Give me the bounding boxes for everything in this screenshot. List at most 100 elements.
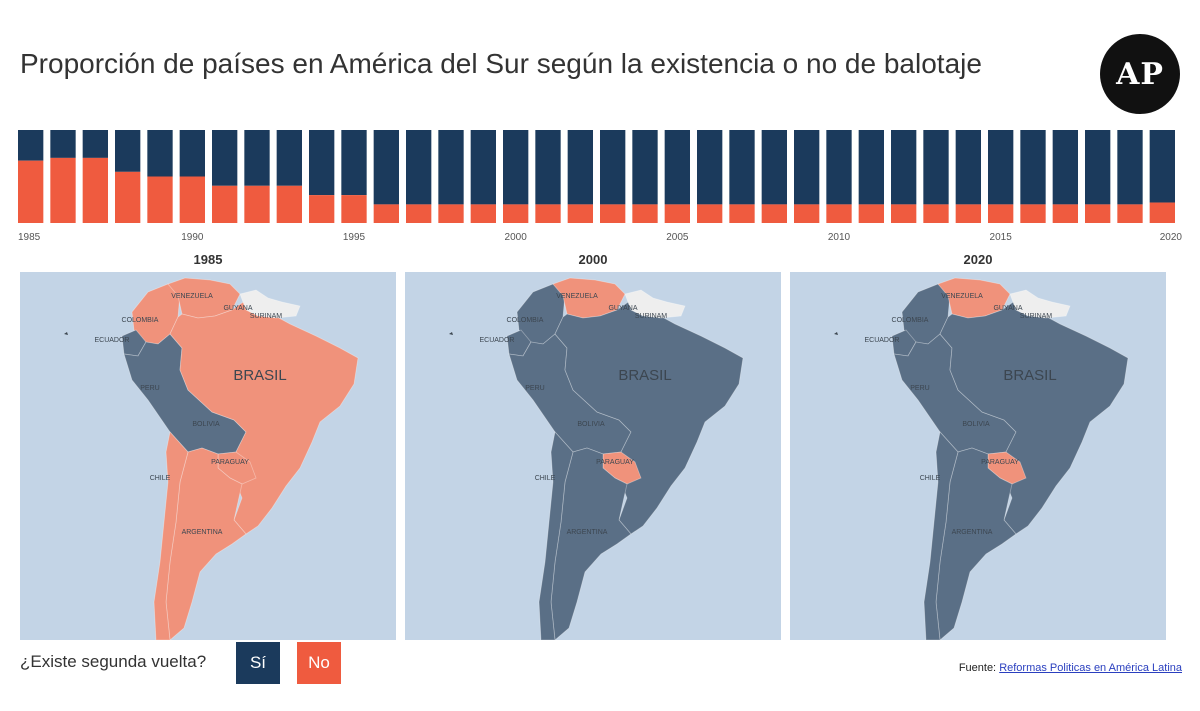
bar-no-1998	[438, 204, 464, 223]
map-label-paraguay: PARAGUAY	[981, 459, 1019, 466]
bar-no-2002	[567, 204, 593, 223]
bar-no-2001	[535, 204, 561, 223]
map-label-brasil: BRASIL	[233, 367, 286, 384]
bar-no-1989	[147, 176, 173, 223]
bar-no-2005	[664, 204, 690, 223]
legend-question: ¿Existe segunda vuelta?	[20, 652, 207, 671]
map-label-ecuador: ECUADOR	[479, 337, 514, 344]
map-label-argentina: ARGENTINA	[567, 529, 608, 536]
bar-si-2018	[1085, 130, 1111, 205]
bar-no-1991	[212, 185, 238, 223]
x-tick-1990: 1990	[181, 232, 204, 243]
bar-no-2019	[1117, 204, 1143, 223]
bar-si-1991	[212, 130, 238, 186]
bar-si-1992	[244, 130, 270, 186]
bar-no-1987	[82, 157, 108, 223]
map-label-chile: CHILE	[535, 475, 556, 482]
map-label-bolivia: BOLIVIA	[962, 421, 990, 428]
bar-si-1998	[438, 130, 464, 205]
bar-si-2015	[988, 130, 1014, 205]
bar-no-2006	[697, 204, 723, 223]
bar-si-2019	[1117, 130, 1143, 205]
bar-si-2016	[1020, 130, 1046, 205]
map-label-ecuador: ECUADOR	[94, 337, 129, 344]
bar-si-2011	[858, 130, 884, 205]
source-prefix: Fuente:	[958, 662, 997, 674]
bar-no-1986	[50, 157, 76, 223]
bar-si-2003	[600, 130, 626, 205]
x-tick-2020: 2020	[1160, 232, 1183, 243]
country-guyana[interactable]	[239, 289, 301, 319]
map-2020[interactable]: VENEZUELA COLOMBIA GUYANA SURINAM ECUADOR BRA…	[790, 272, 1166, 640]
bar-si-2013	[923, 130, 949, 205]
map-label-colombia: COLOMBIA	[892, 317, 929, 324]
x-tick-1985: 1985	[18, 232, 41, 243]
map-label-chile: CHILE	[920, 475, 941, 482]
bar-si-2006	[697, 130, 723, 205]
bar-si-1993	[276, 130, 302, 186]
bar-si-1986	[50, 130, 76, 158]
country-guyana[interactable]	[1009, 289, 1071, 319]
bar-no-2013	[923, 204, 949, 223]
x-tick-2015: 2015	[990, 232, 1013, 243]
bar-no-1993	[276, 185, 302, 223]
bar-si-1994	[309, 130, 335, 196]
country-guyana[interactable]	[624, 289, 686, 319]
bar-si-1995	[341, 130, 367, 196]
map-label-surinam: SURINAM	[1020, 313, 1052, 320]
map-label-chile: CHILE	[150, 475, 171, 482]
bar-no-1988	[115, 171, 141, 223]
map-title-2020: 2020	[963, 252, 993, 267]
bar-no-1995	[341, 195, 367, 223]
map-label-peru: PERU	[525, 385, 544, 392]
source-note: Fuente: Reformas Politicas en América La…	[959, 662, 1182, 674]
bar-no-1996	[373, 204, 399, 223]
bar-no-2003	[600, 204, 626, 223]
bar-no-2014	[955, 204, 981, 223]
bar-si-1987	[82, 130, 108, 158]
map-label-argentina: ARGENTINA	[182, 529, 223, 536]
bar-no-2015	[988, 204, 1014, 223]
bar-si-1985	[18, 130, 44, 161]
bar-no-2011	[858, 204, 884, 223]
bar-no-1999	[470, 204, 496, 223]
bar-si-2014	[955, 130, 981, 205]
map-label-venezuela: VENEZUELA	[556, 293, 598, 300]
map-label-brasil: BRASIL	[1003, 367, 1056, 384]
country-chile[interactable]	[923, 431, 959, 640]
map-label-guyana: GUYANA	[223, 305, 252, 312]
map-label-peru: PERU	[140, 385, 159, 392]
island-mark	[449, 332, 453, 335]
x-tick-2005: 2005	[666, 232, 689, 243]
map-label-venezuela: VENEZUELA	[171, 293, 213, 300]
bar-si-1989	[147, 130, 173, 177]
map-label-surinam: SURINAM	[635, 313, 667, 320]
map-label-venezuela: VENEZUELA	[941, 293, 983, 300]
bar-no-2010	[826, 204, 852, 223]
country-chile[interactable]	[538, 431, 574, 640]
bar-si-2012	[891, 130, 917, 205]
bar-si-2004	[632, 130, 658, 205]
map-title-1985: 1985	[193, 252, 223, 267]
bar-no-2018	[1085, 204, 1111, 223]
bar-no-2020	[1149, 202, 1175, 223]
map-2000[interactable]: VENEZUELA COLOMBIA GUYANA SURINAM ECUADOR BRA…	[405, 272, 781, 640]
map-label-argentina: ARGENTINA	[952, 529, 993, 536]
map-label-bolivia: BOLIVIA	[577, 421, 605, 428]
bar-si-2020	[1149, 130, 1175, 203]
country-chile[interactable]	[153, 431, 189, 640]
bar-no-2008	[761, 204, 787, 223]
map-label-peru: PERU	[910, 385, 929, 392]
ap-logo: AP	[1100, 34, 1180, 114]
map-label-colombia: COLOMBIA	[507, 317, 544, 324]
source-link[interactable]: Reformas Politicas en América Latina	[999, 662, 1182, 674]
bar-si-2009	[794, 130, 820, 205]
map-1985[interactable]: VENEZUELA COLOMBIA GUYANA SURINAM ECUADOR BRA…	[20, 272, 396, 640]
bar-no-2017	[1052, 204, 1078, 223]
map-label-paraguay: PARAGUAY	[596, 459, 634, 466]
bar-no-1992	[244, 185, 270, 223]
bar-no-2000	[503, 204, 529, 223]
x-tick-2010: 2010	[828, 232, 851, 243]
bar-si-1996	[373, 130, 399, 205]
